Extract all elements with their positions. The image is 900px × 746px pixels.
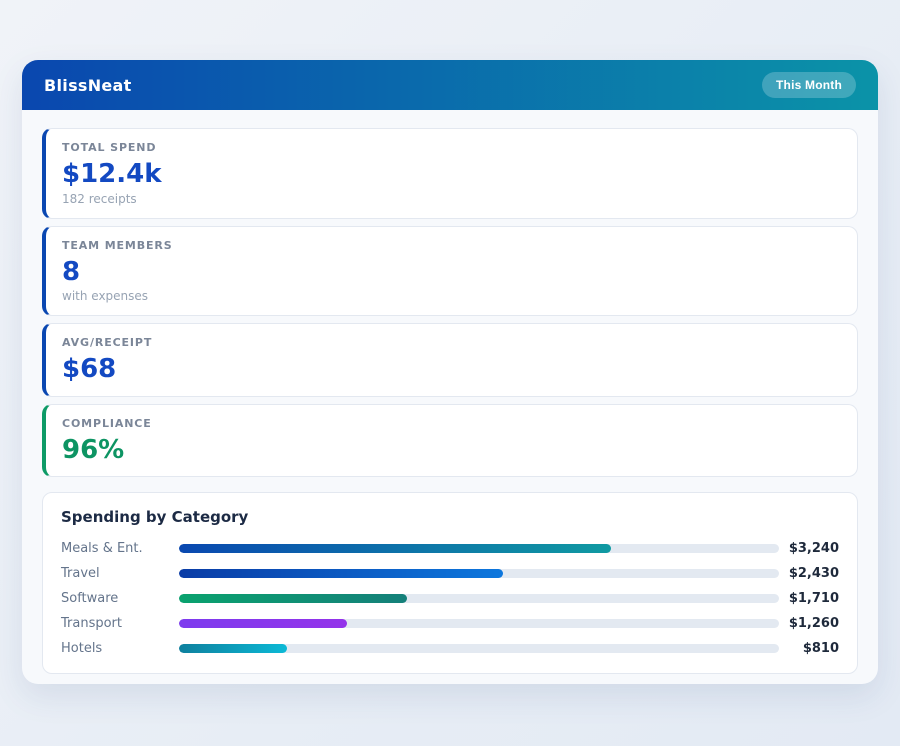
dashboard-panel: BlissNeat This Month TOTAL SPEND $12.4k … (22, 60, 878, 684)
bar-fill-transport (179, 619, 347, 629)
app-title: BlissNeat (44, 75, 132, 95)
category-value: $3,240 (788, 541, 839, 557)
chart-row-meals: Meals & Ent. $3,240 (61, 536, 839, 561)
chart-title: Spending by Category (61, 508, 249, 527)
bar-track (179, 619, 779, 629)
category-value: $2,430 (788, 566, 839, 582)
bar-fill-software (179, 594, 407, 604)
stat-label: COMPLIANCE (62, 416, 152, 430)
bar-track (179, 644, 779, 654)
category-value: $1,710 (788, 591, 839, 607)
chart-row-hotels: Hotels $810 (61, 636, 839, 661)
stat-label: AVG/RECEIPT (62, 336, 153, 350)
stat-value: $68 (62, 354, 117, 385)
stat-card-total-spend: TOTAL SPEND $12.4k 182 receipts (42, 128, 858, 219)
bar-track (179, 594, 779, 604)
bar-fill-meals (179, 544, 611, 554)
chart-row-travel: Travel $2,430 (61, 561, 839, 586)
bar-track (179, 544, 779, 554)
stat-sublabel: with expenses (62, 289, 149, 304)
stat-value: 8 (62, 256, 81, 287)
stat-sublabel: 182 receipts (62, 191, 137, 206)
bar-track (179, 569, 779, 579)
stat-card-compliance: COMPLIANCE 96% (42, 403, 858, 478)
period-badge[interactable]: This Month (762, 72, 856, 98)
category-value: $810 (802, 641, 839, 657)
bar-fill-travel (179, 569, 503, 579)
chart-row-transport: Transport $1,260 (61, 611, 839, 636)
category-label: Travel (61, 566, 100, 582)
bar-fill-hotels (179, 644, 287, 654)
category-label: Meals & Ent. (61, 541, 143, 557)
spending-by-category-chart: Spending by Category Meals & Ent. $3,240… (42, 492, 858, 675)
stat-value: $12.4k (62, 159, 162, 189)
dashboard-content: TOTAL SPEND $12.4k 182 receipts TEAM MEM… (22, 110, 878, 684)
stat-value: 96% (62, 434, 125, 465)
stat-card-team-members: TEAM MEMBERS 8 with expenses (42, 225, 858, 317)
app-header: BlissNeat This Month (22, 60, 878, 110)
stat-label: TOTAL SPEND (62, 141, 157, 154)
stat-label: TEAM MEMBERS (62, 238, 173, 252)
category-label: Transport (61, 616, 123, 632)
category-label: Hotels (61, 641, 103, 657)
stat-card-avg-receipt: AVG/RECEIPT $68 (42, 323, 858, 397)
category-value: $1,260 (788, 616, 839, 632)
category-label: Software (61, 591, 119, 607)
chart-row-software: Software $1,710 (61, 586, 839, 611)
